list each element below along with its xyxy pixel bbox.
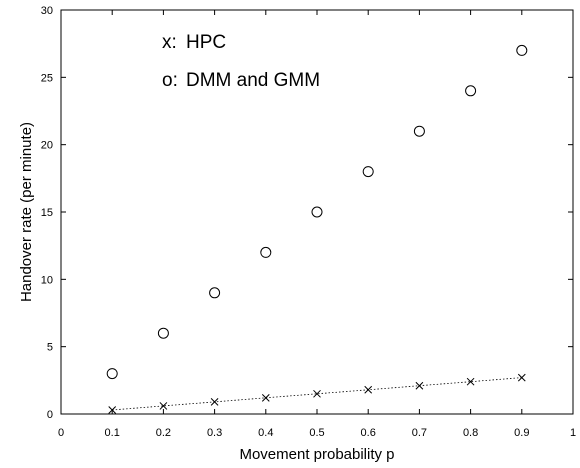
x-tick-label: 0.9 <box>514 427 529 439</box>
y-tick-label: 0 <box>47 409 53 421</box>
y-axis-ticks: 0 5 10 15 20 25 30 <box>41 5 573 421</box>
y-axis-label: Handover rate (per minute) <box>18 122 35 302</box>
plot-area <box>60 9 574 415</box>
data-point-circle <box>311 206 323 218</box>
data-point-cross <box>517 373 526 382</box>
data-point-cross <box>313 389 321 398</box>
data-point-cross <box>415 381 424 390</box>
x-tick-label: 1 <box>570 427 576 439</box>
x-tick-label: 0.8 <box>463 427 478 439</box>
x-tick-label: 0.7 <box>412 427 427 439</box>
data-point-circle <box>157 327 169 339</box>
series-1 <box>106 44 528 380</box>
y-tick-label: 20 <box>41 140 53 152</box>
legend-marker-dmm-gmm: o: <box>162 70 178 91</box>
data-point-cross <box>210 398 219 406</box>
data-point-circle <box>362 166 374 178</box>
x-tick-label: 0.6 <box>361 427 376 439</box>
data-point-cross <box>159 402 168 410</box>
x-tick-label: 0.3 <box>207 427 222 439</box>
data-point-cross <box>261 393 270 402</box>
data-point-circle <box>516 44 528 56</box>
y-tick-label: 10 <box>41 274 53 286</box>
x-tick-label: 0.1 <box>105 427 120 439</box>
series-0 <box>108 373 526 414</box>
legend: x: HPC o: DMM and GMM <box>162 32 320 91</box>
legend-label-hpc: HPC <box>186 32 226 53</box>
y-tick-label: 5 <box>47 342 53 354</box>
y-tick-label: 30 <box>41 5 53 17</box>
series-layer <box>106 44 528 414</box>
data-point-cross <box>108 406 117 414</box>
data-point-circle <box>209 287 221 299</box>
x-tick-label: 0.4 <box>258 427 273 439</box>
data-point-circle <box>106 368 118 380</box>
data-point-cross <box>364 385 373 394</box>
x-axis-label: Movement probability p <box>239 446 394 463</box>
x-tick-label: 0.5 <box>309 427 324 439</box>
x-tick-label: 0 <box>58 427 64 439</box>
x-axis-ticks: 0 0.1 0.2 0.3 0.4 0.5 0.6 0.7 0.8 0.9 1 <box>58 10 576 439</box>
data-point-circle <box>413 125 425 137</box>
data-point-circle <box>260 246 272 258</box>
x-tick-label: 0.2 <box>156 427 171 439</box>
legend-marker-hpc: x: <box>162 32 177 53</box>
y-tick-label: 15 <box>41 207 53 219</box>
data-point-circle <box>465 85 477 97</box>
legend-label-dmm-gmm: DMM and GMM <box>186 70 320 91</box>
data-point-cross <box>466 377 475 386</box>
y-tick-label: 25 <box>41 72 53 84</box>
